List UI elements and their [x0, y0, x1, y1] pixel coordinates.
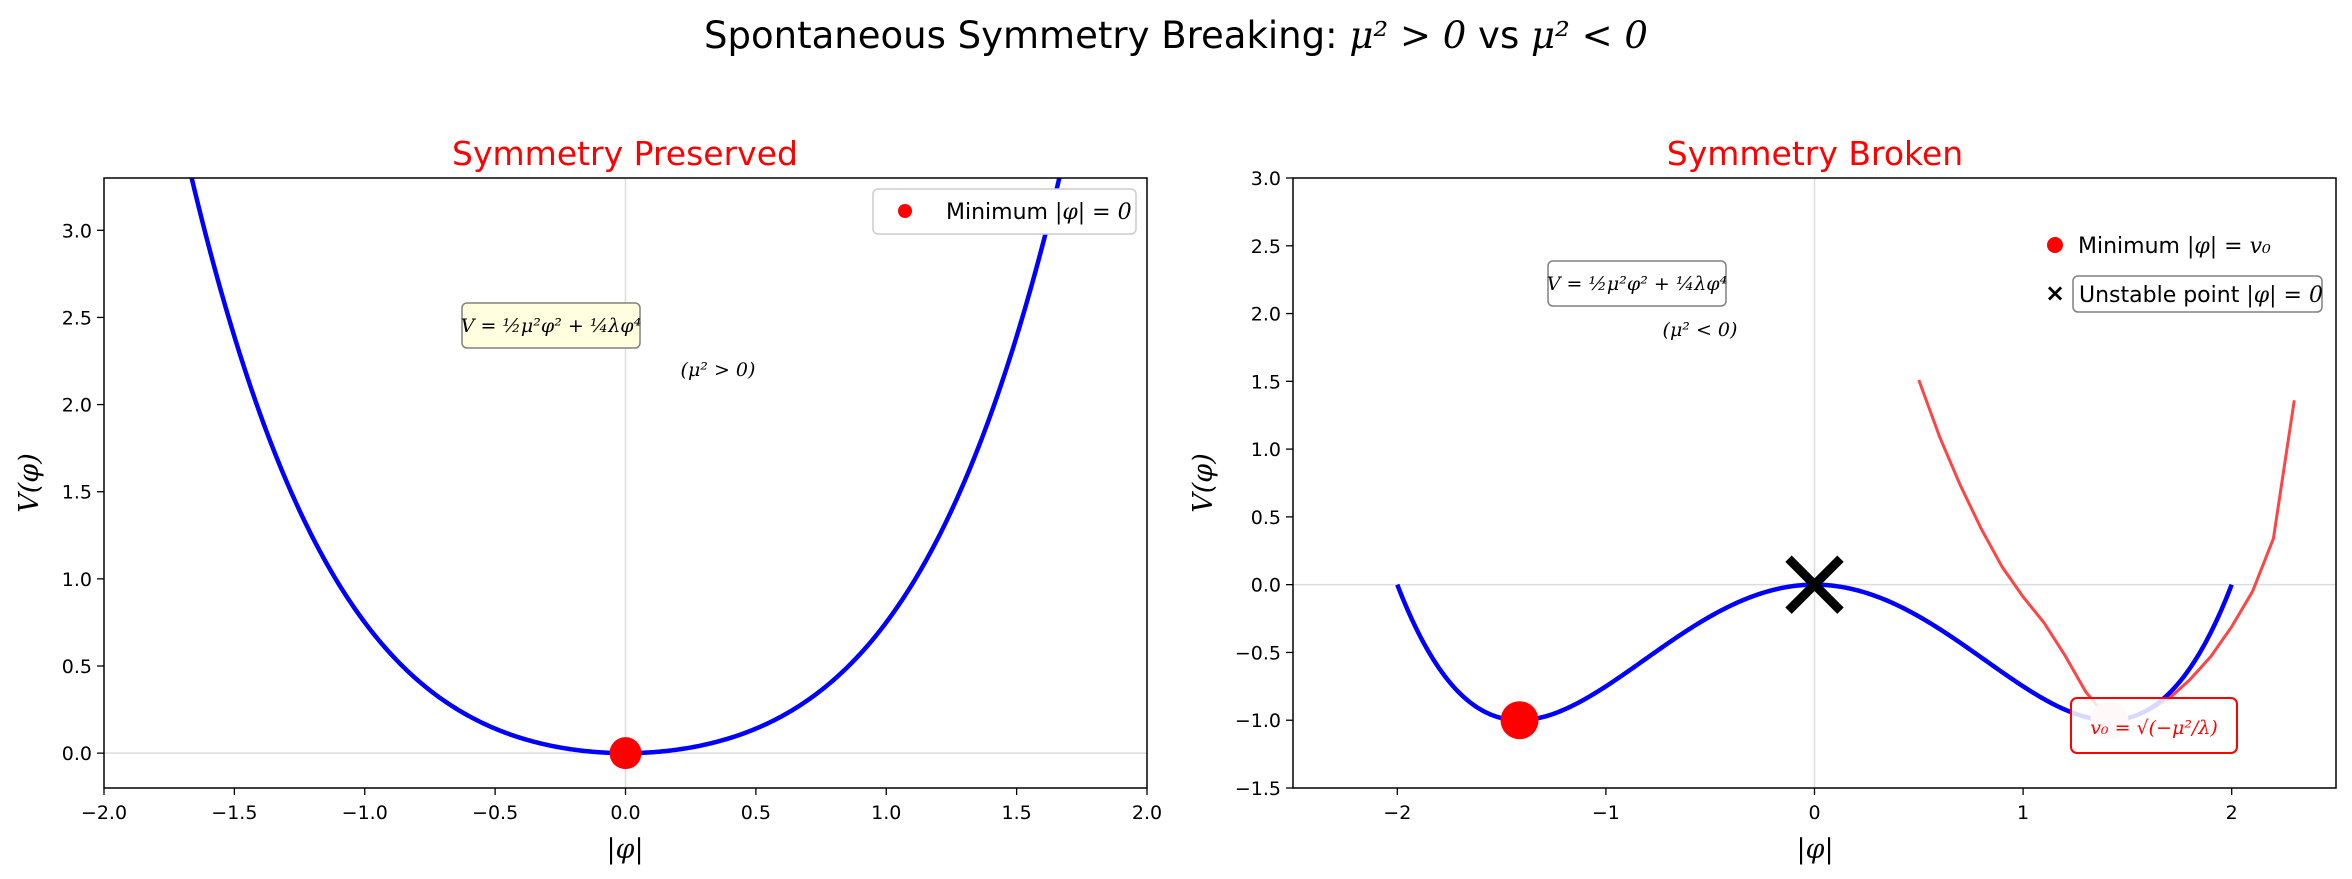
x-tick-label: −1 [1592, 802, 1620, 824]
y-tick-label: −0.5 [1235, 642, 1281, 664]
x-tick-label: 0 [1808, 802, 1820, 824]
right-axes-frame [1292, 177, 2337, 789]
x-tick-label: −1.5 [211, 802, 257, 824]
right-legend-minimum-text: Minimum [2078, 234, 2187, 259]
left-formula-box [461, 302, 641, 349]
right-unstable-point-marker [1785, 555, 1844, 614]
y-tick-label: 1.0 [62, 569, 92, 591]
right-legend-unstable-math: |φ| = 0 [2246, 283, 2323, 308]
x-tick-label: 1.0 [871, 802, 901, 824]
right-legend-minimum-marker [2047, 237, 2063, 253]
y-tick-label: 2.5 [62, 307, 92, 329]
right-legend-minimum-math: |φ| = v₀ [2187, 234, 2271, 259]
right-legend-unstable-text: Unstable point [2079, 283, 2246, 308]
right-vev-text: v₀ = √(−μ²/λ) [2090, 717, 2218, 739]
y-tick-label: 0.0 [1251, 575, 1281, 597]
left-panel: Symmetry Preserved −2.0 −1.5 −1.0 −0.5 0.0 0.… [14, 134, 1162, 865]
right-xlabel: |φ| [1796, 834, 1833, 865]
unstable-x-stroke [1785, 555, 1844, 614]
x-tick-label: −1.0 [342, 802, 388, 824]
left-xlabel: |φ| [606, 834, 643, 865]
x-tick-label: 1.5 [1002, 802, 1032, 824]
y-tick-label: 0.5 [62, 656, 92, 678]
right-legend-unstable-label: Unstable point |φ| = 0 [2079, 283, 2323, 308]
y-tick-label: 3.0 [62, 220, 92, 242]
left-minimum-marker [609, 737, 642, 770]
right-y-ticks: −1.5 −1.0 −0.5 0.0 0.5 1.0 1.5 2.0 2.5 3.0 [1235, 168, 1293, 800]
right-condition-note: (μ² < 0) [1663, 319, 1738, 341]
right-legend-minimum-label: Minimum |φ| = v₀ [2078, 234, 2271, 259]
left-legend-marker [898, 204, 912, 218]
left-title: Symmetry Preserved [452, 134, 798, 173]
y-tick-label: 2.5 [1251, 236, 1281, 258]
y-tick-label: 1.0 [1251, 439, 1281, 461]
x-tick-label: 0.0 [610, 802, 640, 824]
left-legend-text: Minimum [946, 200, 1055, 225]
y-tick-label: 2.0 [62, 395, 92, 417]
suptitle-math-a: μ² > 0 [1349, 14, 1466, 57]
suptitle-vs: vs [1466, 14, 1531, 57]
right-legend-unstable-marker: × [2045, 279, 2065, 307]
x-tick-label: −2 [1383, 802, 1411, 824]
x-tick-label: 1 [2017, 802, 2029, 824]
left-formula-text: V = ½μ²φ² + ¼λφ⁴ [461, 315, 641, 337]
y-tick-label: 1.5 [62, 482, 92, 504]
right-panel: Symmetry Broken −2 −1 0 1 2 −1.5 −1.0 −0.5 0.0 0… [1188, 134, 2337, 865]
left-ylabel: V(φ) [14, 453, 45, 512]
left-legend-math: |φ| = 0 [1055, 200, 1132, 225]
y-tick-label: 2.0 [1251, 304, 1281, 326]
left-reference-lines [104, 178, 1147, 788]
left-legend: Minimum |φ| = 0 [872, 188, 1137, 235]
right-formula-text: V = ½μ²φ² + ¼λφ⁴ [1547, 273, 1727, 295]
right-minimum-marker [1500, 701, 1539, 740]
right-legend: Minimum |φ| = v₀ × Unstable point |φ| = … [2045, 234, 2323, 313]
y-tick-label: 0.5 [1251, 507, 1281, 529]
x-tick-label: 0.5 [741, 802, 771, 824]
suptitle-math-b: μ² < 0 [1531, 14, 1648, 57]
left-y-ticks: 0.0 0.5 1.0 1.5 2.0 2.5 3.0 [62, 220, 104, 765]
x-tick-label: −2.0 [81, 802, 127, 824]
y-tick-label: −1.5 [1235, 778, 1281, 800]
x-tick-label: −0.5 [472, 802, 518, 824]
right-title: Symmetry Broken [1667, 134, 1963, 173]
right-ylabel: V(φ) [1188, 453, 1219, 512]
right-approximation-curve [1917, 379, 2296, 722]
right-formula-box [1547, 260, 1727, 307]
y-tick-label: 3.0 [1251, 168, 1281, 190]
x-tick-label: 2 [2226, 802, 2238, 824]
left-condition-note: (μ² > 0) [681, 359, 756, 381]
right-legend-unstable-box [2072, 275, 2323, 313]
left-legend-box [872, 188, 1137, 235]
right-x-ticks: −2 −1 0 1 2 [1383, 788, 2238, 824]
left-axes-frame [103, 177, 1148, 789]
y-tick-label: 0.0 [62, 743, 92, 765]
suptitle-text: Spontaneous Symmetry Breaking: [704, 14, 1349, 57]
y-tick-label: 1.5 [1251, 371, 1281, 393]
left-legend-label: Minimum |φ| = 0 [946, 200, 1132, 225]
figure-suptitle: Spontaneous Symmetry Breaking: μ² > 0 vs… [704, 14, 1648, 57]
left-x-ticks: −2.0 −1.5 −1.0 −0.5 0.0 0.5 1.0 1.5 2.0 [81, 788, 1162, 824]
x-tick-label: 2.0 [1132, 802, 1162, 824]
y-tick-label: −1.0 [1235, 710, 1281, 732]
right-reference-lines [1293, 178, 2336, 788]
right-vev-box [2070, 697, 2238, 754]
